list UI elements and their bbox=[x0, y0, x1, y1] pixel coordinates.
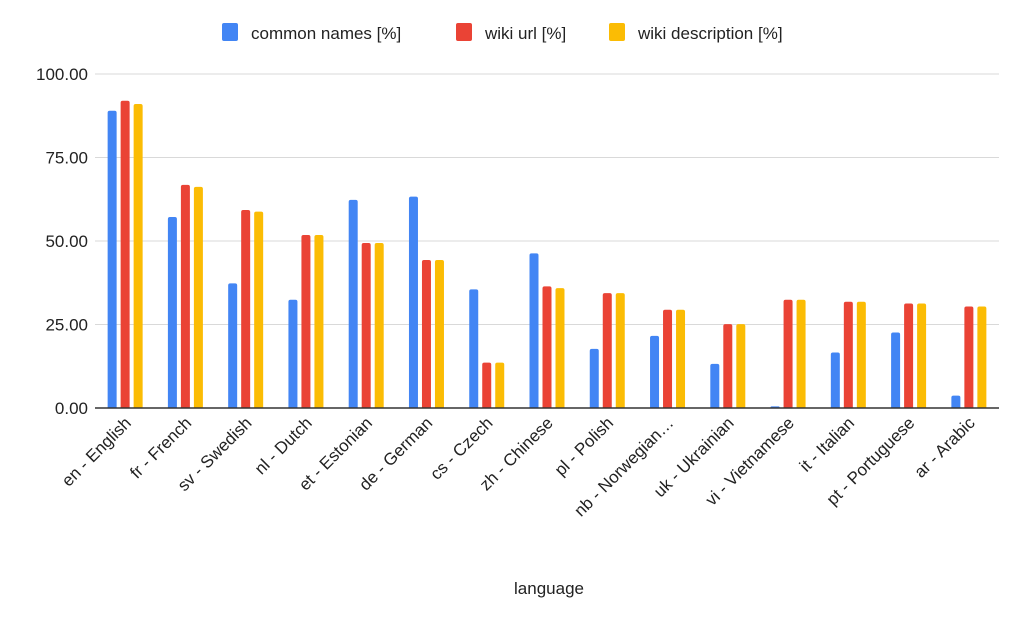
bar bbox=[314, 234, 324, 408]
legend-label: wiki description [%] bbox=[637, 24, 783, 43]
legend-swatch bbox=[456, 23, 472, 41]
bar bbox=[964, 306, 974, 408]
bar bbox=[542, 286, 552, 408]
x-tick-label: ar - Arabic bbox=[910, 413, 979, 482]
legend: common names [%] wiki url [%] wiki descrip… bbox=[222, 23, 783, 43]
y-tick-label: 100.00 bbox=[36, 65, 88, 84]
bar bbox=[301, 234, 311, 408]
bar bbox=[120, 100, 130, 408]
bar bbox=[374, 243, 384, 408]
bar bbox=[107, 110, 117, 409]
bar bbox=[856, 301, 866, 408]
bar bbox=[843, 301, 853, 408]
bar bbox=[361, 243, 371, 408]
bar bbox=[615, 293, 625, 408]
bar bbox=[796, 299, 806, 408]
bar bbox=[241, 209, 251, 408]
bar bbox=[904, 303, 914, 408]
bar bbox=[469, 289, 479, 408]
bar bbox=[650, 335, 660, 408]
y-tick-label: 50.00 bbox=[45, 232, 88, 251]
legend-label: common names [%] bbox=[251, 24, 401, 43]
x-axis-title: language bbox=[514, 579, 584, 598]
x-tick-label: en - English bbox=[58, 413, 135, 490]
bar bbox=[602, 293, 612, 408]
bar bbox=[977, 306, 987, 408]
bar bbox=[891, 332, 901, 408]
bar bbox=[529, 253, 539, 408]
bar bbox=[254, 211, 264, 408]
legend-swatch bbox=[609, 23, 625, 41]
x-tick-label: it - Italian bbox=[796, 413, 858, 475]
bar bbox=[917, 303, 927, 408]
bar bbox=[482, 362, 492, 408]
bar bbox=[951, 395, 961, 408]
bar bbox=[193, 186, 203, 408]
bars bbox=[107, 100, 987, 409]
bar bbox=[736, 324, 746, 408]
bar bbox=[555, 288, 565, 408]
bar bbox=[167, 216, 177, 408]
bar bbox=[434, 260, 444, 408]
bar bbox=[495, 362, 505, 408]
bar bbox=[348, 199, 358, 408]
y-tick-label: 75.00 bbox=[45, 149, 88, 168]
bar bbox=[228, 283, 238, 408]
bar bbox=[180, 184, 190, 408]
y-tick-label: 0.00 bbox=[55, 399, 88, 418]
bar bbox=[663, 309, 673, 408]
bar bbox=[408, 196, 418, 408]
bar bbox=[710, 363, 720, 408]
legend-swatch bbox=[222, 23, 238, 41]
bar bbox=[783, 299, 793, 408]
x-tick-label: nl - Dutch bbox=[251, 413, 316, 478]
bar bbox=[133, 104, 143, 408]
bar bbox=[830, 352, 840, 408]
legend-label: wiki url [%] bbox=[484, 24, 566, 43]
bar bbox=[421, 260, 431, 408]
bar bbox=[288, 299, 298, 408]
bar bbox=[589, 348, 599, 408]
bar bbox=[676, 309, 686, 408]
bar bbox=[723, 324, 733, 408]
y-tick-label: 25.00 bbox=[45, 316, 88, 335]
